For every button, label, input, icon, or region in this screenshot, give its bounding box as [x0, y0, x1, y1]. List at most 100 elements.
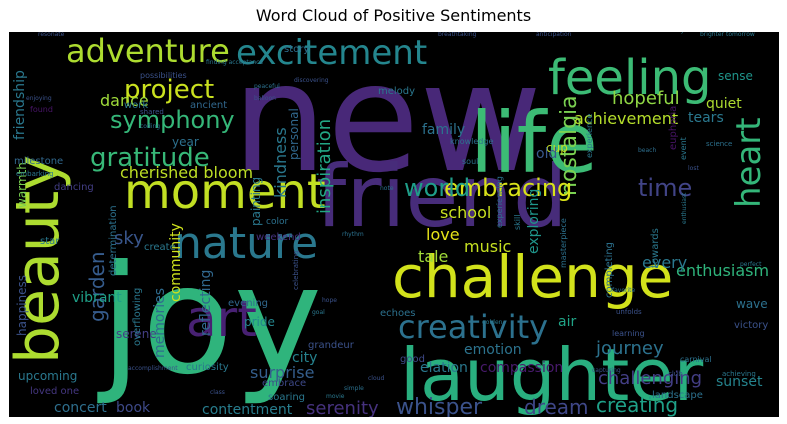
word-wave: wave [736, 297, 768, 311]
word-unfolds: unfolds [616, 308, 642, 316]
word-successfully: successfully [648, 27, 685, 34]
word-vibrant: vibrant [72, 290, 122, 306]
word-achieving: achieving [722, 370, 756, 378]
word-warmth: warmth [15, 162, 29, 208]
word-beauty: beauty [3, 155, 73, 364]
word-determination: determination [108, 205, 119, 276]
word-grandeur: grandeur [308, 340, 355, 351]
word-melody: melody [378, 86, 415, 97]
word-breathtaking: breathtaking [438, 31, 477, 38]
word-club: club [668, 370, 683, 378]
word-laughter: laughter [400, 333, 704, 417]
word-art: art [186, 290, 257, 348]
word-garden: garden [85, 252, 109, 323]
word-cloud: cloud [368, 375, 384, 382]
word-challenge: challenge [392, 243, 673, 311]
word-whisper: whisper [396, 395, 483, 420]
word-color: color [266, 217, 288, 227]
word-note: note [380, 185, 394, 192]
word-story: story [284, 44, 309, 55]
word-simple: simple [344, 385, 364, 392]
word-experiencing: experiencing [495, 176, 504, 228]
word-inspiration: inspiration [314, 119, 335, 214]
word-coding: coding [140, 123, 160, 130]
word-good: good [400, 354, 425, 365]
word-serenity: serenity [306, 398, 379, 419]
word-hope: hope [322, 297, 337, 304]
word-gratitude: gratitude [90, 143, 210, 173]
word-cup: cup [546, 141, 568, 155]
word-serene: serene [116, 327, 157, 341]
word-family: family [422, 122, 465, 138]
word-city: city [292, 350, 317, 366]
cloud-background [9, 32, 779, 417]
word-heart: heart [729, 117, 769, 208]
word-class: class [210, 389, 225, 396]
word-cherished-bloom: cherished bloom [120, 163, 253, 182]
word-found: found [30, 105, 53, 114]
word-masterpiece: masterpiece [559, 218, 568, 268]
word-enjoying: enjoying [26, 95, 52, 102]
word-joy: joy [97, 234, 322, 408]
word-nature: nature [174, 218, 318, 269]
word-old: old [536, 146, 557, 162]
word-experience: experience [585, 114, 594, 158]
word-embracing: embracing [444, 174, 572, 202]
word-enthusiasm: enthusiasm [676, 261, 769, 280]
word-perfect: perfect [740, 261, 762, 268]
word-learning: learning [612, 329, 645, 338]
word-personal: personal [287, 108, 301, 160]
word-dancing: dancing [54, 182, 94, 193]
word-tears: tears [688, 110, 724, 126]
word-accomplishment: accomplishment [128, 365, 178, 372]
word-science: science [706, 140, 732, 148]
word-upcoming: upcoming [18, 369, 77, 383]
word-curiosity: curiosity [186, 362, 229, 373]
word-creating: creating [596, 393, 678, 417]
word-overflowing: overflowing [132, 288, 143, 346]
word-feeling: feeling [548, 50, 712, 106]
word-beach: beach [638, 147, 656, 154]
word-journey: journey [595, 338, 664, 359]
word-create: create [144, 242, 176, 253]
word-nostalgia: nostalgia [557, 95, 582, 196]
chart-title: Word Cloud of Positive Sentiments [255, 6, 532, 25]
word-embarking: embarking [16, 170, 54, 178]
word-music: music [464, 237, 511, 256]
word-happiness: happiness [15, 275, 29, 336]
word-quiet: quiet [706, 96, 742, 112]
word-book: book [116, 400, 151, 416]
word-emotion: emotion [464, 342, 522, 358]
word-anticipation: anticipation [536, 31, 572, 38]
word-moment: moment [124, 164, 326, 220]
word-friend: friend [316, 147, 568, 247]
word-excitement: excitement [236, 33, 427, 73]
word-friendship: friendship [12, 70, 28, 140]
word-goal: goal [312, 309, 325, 316]
word-dream: dream [524, 395, 589, 419]
word-soul: soul [462, 157, 478, 166]
word-challenging: challenging [598, 368, 702, 389]
word-reflecting: reflecting [198, 270, 214, 336]
word-project: project [124, 75, 214, 105]
word-compassion: compassion [480, 360, 563, 376]
word-time: time [638, 174, 692, 202]
word-knowledge: knowledge [450, 137, 493, 146]
word-victory: victory [734, 320, 768, 331]
word-weekend: weekend [256, 232, 301, 243]
word-landscape: landscape [652, 390, 703, 401]
word-celebrating: celebrating [292, 250, 300, 290]
word-movie: movie [326, 393, 345, 400]
word-community: community [168, 223, 184, 302]
word-life: life [470, 94, 598, 192]
word-contentment: contentment [202, 402, 293, 418]
word-sunset: sunset [716, 374, 763, 390]
word-embrace: embrace [262, 378, 306, 389]
word-evening: evening [228, 298, 268, 309]
word-new: new [232, 32, 542, 206]
word-sense: sense [718, 69, 753, 83]
word-possibilities: possibilities [140, 71, 187, 80]
word-work: work [124, 100, 148, 111]
word-air: air [558, 314, 576, 330]
